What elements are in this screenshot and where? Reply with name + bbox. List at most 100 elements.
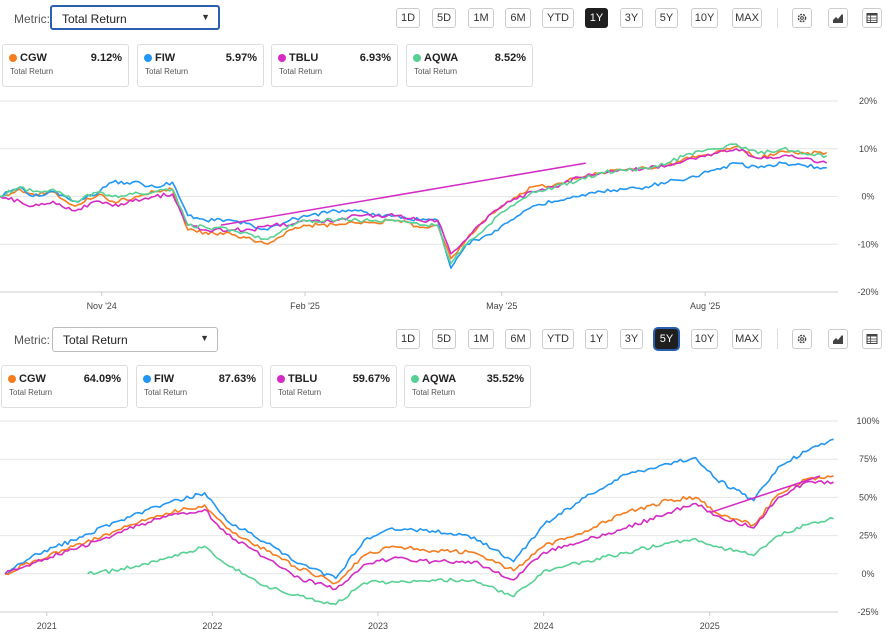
legend-card-aqwa[interactable]: AQWA 35.52% Total Return (404, 365, 531, 408)
legend-card-fiw[interactable]: FIW 5.97% Total Return (137, 44, 264, 87)
chart-type-button[interactable] (828, 329, 848, 349)
y-tick-label: 50% (859, 492, 877, 502)
y-tick-label: -10% (857, 239, 878, 249)
card-value: 87.63% (218, 373, 256, 385)
series-line-fiw (4, 438, 834, 580)
y-tick-label: -25% (857, 607, 878, 617)
card-subtitle: Total Return (414, 67, 458, 76)
card-value: 64.09% (83, 373, 121, 385)
x-tick-label: 2024 (534, 621, 554, 631)
series-dot (278, 54, 286, 62)
card-value: 6.93% (359, 52, 391, 64)
legend-card-cgw[interactable]: CGW 9.12% Total Return (2, 44, 129, 87)
x-tick-label: Feb '25 (290, 301, 320, 311)
range-button-3y[interactable]: 3Y (620, 329, 643, 349)
card-subtitle: Total Return (144, 388, 188, 397)
settings-button[interactable] (792, 8, 812, 28)
series-line-aqwa (0, 143, 828, 265)
range-button-6m[interactable]: 6M (505, 8, 531, 28)
card-subtitle: Total Return (10, 67, 54, 76)
range-button-1d[interactable]: 1D (396, 8, 420, 28)
chart-1y: 20% 10% 0% -10% -20% Nov '24 Feb '25 May '25 Aug… (0, 96, 879, 311)
legend-card-fiw[interactable]: FIW 87.63% Total Return (136, 365, 263, 408)
card-value: 9.12% (90, 52, 122, 64)
range-button-ytd[interactable]: YTD (542, 329, 574, 349)
range-button-1y[interactable]: 1Y (585, 329, 608, 349)
settings-button[interactable] (792, 329, 812, 349)
range-button-3y[interactable]: 3Y (620, 8, 643, 28)
trendline (709, 475, 821, 514)
table-view-button[interactable] (862, 8, 882, 28)
legend-card-cgw[interactable]: CGW 64.09% Total Return (1, 365, 128, 408)
card-ticker: FIW (154, 373, 175, 385)
series-dot (8, 375, 16, 383)
range-button-10y[interactable]: 10Y (691, 329, 718, 349)
chart-panel-1y: 20% 10% 0% -10% -20% Nov '24 Feb '25 May '25 Aug… (0, 0, 890, 320)
y-tick-label: 0% (861, 192, 874, 202)
x-tick-label: 2025 (700, 621, 720, 631)
range-button-max[interactable]: MAX (732, 8, 762, 28)
y-tick-label: 20% (859, 96, 877, 106)
trendline (220, 162, 586, 226)
series-line-tblu (0, 148, 828, 255)
range-button-ytd[interactable]: YTD (542, 8, 574, 28)
table-view-button[interactable] (862, 329, 882, 349)
x-tick-label: 2022 (202, 621, 222, 631)
metric-select[interactable]: Total Return ▼ (52, 327, 218, 352)
metric-label: Metric: (14, 333, 50, 347)
series-dot (143, 375, 151, 383)
range-button-1m[interactable]: 1M (468, 329, 494, 349)
card-ticker: CGW (19, 373, 46, 385)
chart-panel-5y: 100% 75% 50% 25% 0% -25% 2021 2022 2023 2024 2025 … (0, 320, 890, 641)
card-subtitle: Total Return (145, 67, 189, 76)
range-button-10y[interactable]: 10Y (691, 8, 718, 28)
card-subtitle: Total Return (412, 388, 456, 397)
card-ticker: AQWA (424, 52, 459, 64)
range-button-5d[interactable]: 5D (432, 329, 456, 349)
series-dot (413, 54, 421, 62)
y-tick-label: -20% (857, 287, 878, 297)
legend-card-tblu[interactable]: TBLU 59.67% Total Return (270, 365, 397, 408)
dropdown-arrow-icon: ▼ (201, 12, 210, 22)
card-ticker: TBLU (288, 373, 318, 385)
x-tick-label: Nov '24 (87, 301, 117, 311)
y-tick-label: 25% (859, 531, 877, 541)
range-button-1d[interactable]: 1D (396, 329, 420, 349)
range-button-5y[interactable]: 5Y (655, 329, 678, 349)
card-ticker: TBLU (289, 52, 319, 64)
card-subtitle: Total Return (278, 388, 322, 397)
series-dot (144, 54, 152, 62)
metric-label: Metric: (14, 12, 50, 26)
card-ticker: FIW (155, 52, 176, 64)
series-line-aqwa (87, 516, 834, 606)
range-button-5y[interactable]: 5Y (655, 8, 678, 28)
card-ticker: CGW (20, 52, 47, 64)
series-dot (411, 375, 419, 383)
range-button-6m[interactable]: 6M (505, 329, 531, 349)
series-dot (277, 375, 285, 383)
chart-type-button[interactable] (828, 8, 848, 28)
series-line-cgw (0, 145, 828, 260)
range-button-1y[interactable]: 1Y (585, 8, 608, 28)
area-chart-icon (833, 335, 843, 344)
area-chart-icon (833, 14, 843, 23)
range-button-1m[interactable]: 1M (468, 8, 494, 28)
y-tick-label: 100% (856, 416, 879, 426)
range-button-5d[interactable]: 5D (432, 8, 456, 28)
card-subtitle: Total Return (9, 388, 53, 397)
range-button-max[interactable]: MAX (732, 329, 762, 349)
series-line-tblu (4, 480, 834, 591)
dropdown-arrow-icon: ▼ (200, 333, 209, 343)
y-tick-label: 0% (861, 569, 874, 579)
metric-value: Total Return (63, 333, 128, 347)
gear-icon (797, 334, 807, 344)
y-tick-label: 10% (859, 144, 877, 154)
legend-card-aqwa[interactable]: AQWA 8.52% Total Return (406, 44, 533, 87)
legend-card-tblu[interactable]: TBLU 6.93% Total Return (271, 44, 398, 87)
chart-5y: 100% 75% 50% 25% 0% -25% 2021 2022 2023 2024 2025 (0, 416, 880, 631)
gear-icon (797, 13, 807, 23)
x-tick-label: 2023 (368, 621, 388, 631)
metric-select[interactable]: Total Return ▼ (50, 5, 220, 30)
toolbar-divider (777, 8, 778, 28)
card-ticker: AQWA (422, 373, 457, 385)
